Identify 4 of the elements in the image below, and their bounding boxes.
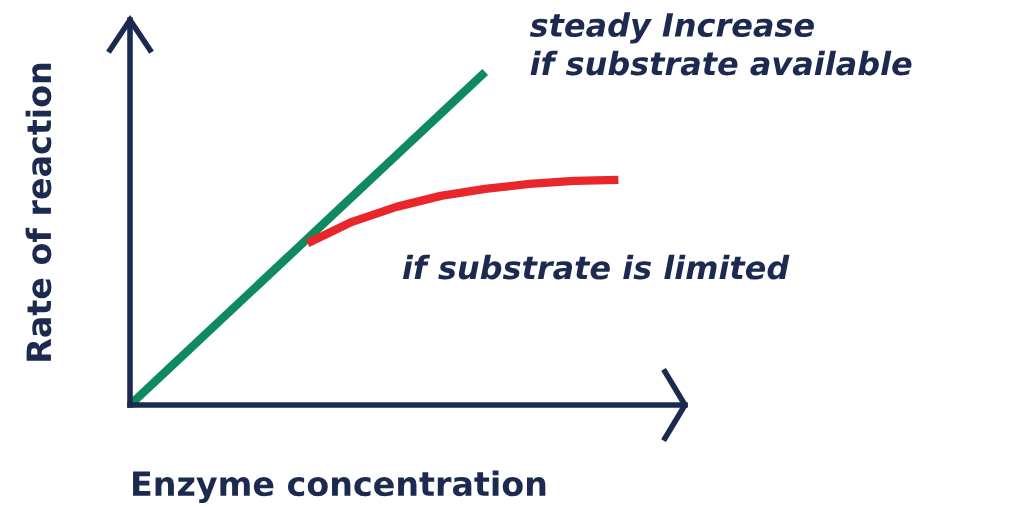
y-axis-title: Rate of reaction: [25, 63, 52, 361]
x-axis-title: Enzyme concentration: [133, 470, 546, 503]
series-label: if substrate is limited: [402, 254, 790, 280]
series-label: steady Increase if substrate available: [529, 12, 912, 76]
